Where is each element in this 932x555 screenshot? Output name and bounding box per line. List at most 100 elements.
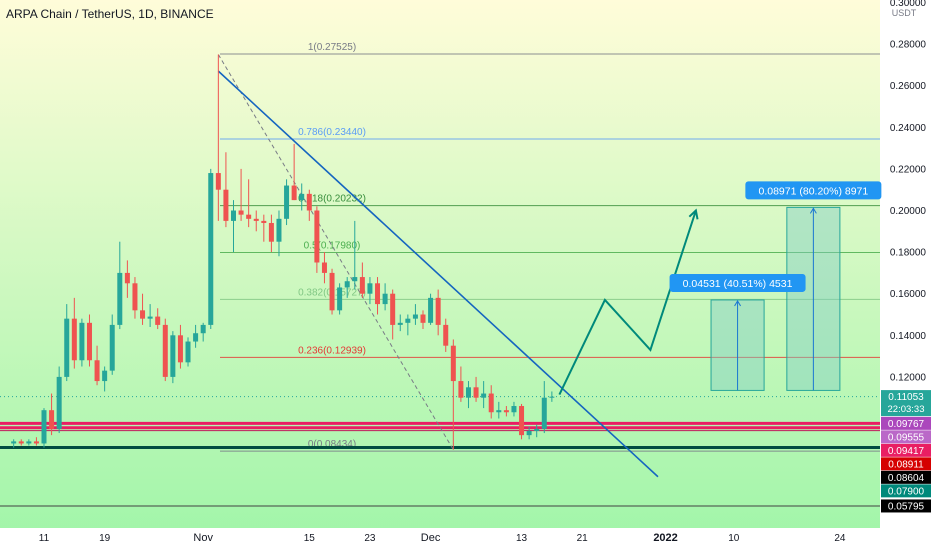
candle-body xyxy=(541,397,547,429)
candles xyxy=(11,54,555,450)
fib-level-label: 1(0.27525) xyxy=(308,42,356,53)
time-tick-label: 19 xyxy=(99,533,111,544)
candle-body xyxy=(321,262,327,273)
price-tick-label: 0.30000 xyxy=(890,0,927,9)
candle-body xyxy=(397,322,403,325)
price-tick-label: 0.18000 xyxy=(890,248,927,259)
candle-body xyxy=(253,218,259,221)
time-tick-label: 13 xyxy=(516,533,528,544)
time-tick-label: 11 xyxy=(39,533,50,544)
candle-body xyxy=(284,185,290,219)
fib-level-label: 0(0.08434) xyxy=(308,439,356,450)
time-axis-background xyxy=(0,528,880,550)
candle-body xyxy=(41,410,47,444)
price-tick-label: 0.26000 xyxy=(890,81,927,92)
candle-body xyxy=(473,387,479,398)
price-label-bg xyxy=(881,484,931,498)
candle-body xyxy=(193,333,199,342)
candle-body xyxy=(549,396,555,398)
price-label: 0.08911 xyxy=(888,459,924,470)
candle-body xyxy=(420,314,426,323)
price-label-bg xyxy=(881,443,931,457)
candle-body xyxy=(86,322,92,361)
measure-label: 0.08971 (80.20%) 8971 xyxy=(758,185,868,197)
price-tick-label: 0.14000 xyxy=(890,331,927,342)
fib-level-label: 0.786(0.23440) xyxy=(298,127,366,138)
candle-body xyxy=(412,314,418,319)
candle-body xyxy=(481,393,487,398)
candle-body xyxy=(64,318,70,377)
price-axis[interactable]: 0.30000 0.28000 0.26000 0.24000 0.22000 0.200… xyxy=(890,0,927,383)
trend-line[interactable] xyxy=(217,70,659,478)
price-label-bg xyxy=(881,430,931,444)
fib-level-label: 0.236(0.12939) xyxy=(298,345,366,356)
measure-arrow-head xyxy=(809,207,817,214)
fib-level-label: 0.5(0.17980) xyxy=(304,241,361,252)
candle-body xyxy=(200,324,206,334)
candle-body xyxy=(344,281,350,288)
time-tick-label: Dec xyxy=(421,532,441,544)
candle-body xyxy=(367,283,373,294)
candle-body xyxy=(503,410,509,413)
candle-body xyxy=(306,193,312,211)
price-tick-label: 0.22000 xyxy=(890,164,927,175)
price-label: 0.09417 xyxy=(888,446,925,457)
candle-body xyxy=(428,297,434,323)
measure-label: 0.04531 (40.51%) 4531 xyxy=(683,278,793,290)
price-label-bg xyxy=(881,416,931,430)
candle-body xyxy=(56,376,62,429)
candle-body xyxy=(177,335,183,363)
candle-body xyxy=(329,272,335,311)
candle-body xyxy=(238,210,244,215)
candle-body xyxy=(124,272,130,284)
candle-body xyxy=(405,318,411,323)
time-axis[interactable]: 11 19 Nov 15 23 Dec 13 21 2022 10 24 xyxy=(0,528,880,550)
candle-body xyxy=(117,272,123,325)
time-tick-label: 10 xyxy=(728,533,740,544)
candle-body xyxy=(246,214,252,219)
fib-level-label: 0.618(0.20232) xyxy=(298,194,366,205)
price-label-bg xyxy=(881,499,931,513)
candle-body xyxy=(382,293,388,305)
candle-body xyxy=(268,222,274,242)
price-label-bg xyxy=(881,457,931,471)
candle-body xyxy=(147,316,153,319)
candle-body xyxy=(132,283,138,311)
candle-body xyxy=(79,322,85,361)
time-tick-label: 2022 xyxy=(653,532,677,544)
candle-body xyxy=(26,441,32,444)
candle-body xyxy=(352,277,358,282)
candle-body xyxy=(526,430,532,436)
price-tick-label: 0.20000 xyxy=(890,206,927,217)
currency-label: USDT xyxy=(892,8,917,18)
candle-body xyxy=(276,218,282,242)
projection-arrow-head xyxy=(688,208,699,220)
candle-body xyxy=(102,370,108,382)
price-label: 0.07900 xyxy=(888,486,925,497)
candle-body xyxy=(170,335,176,377)
price-tick-label: 0.28000 xyxy=(890,40,927,51)
candle-body xyxy=(261,220,267,223)
measure-label-bg xyxy=(745,181,882,200)
candle-body xyxy=(359,277,365,294)
chart-title: ARPA Chain / TetherUS, 1D, BINANCE xyxy=(6,7,214,21)
candle-body xyxy=(185,341,191,363)
candle-body xyxy=(231,210,236,221)
measure-arrow-head xyxy=(734,299,741,307)
candle-body xyxy=(519,406,525,436)
candle-body xyxy=(314,210,320,263)
candle-body xyxy=(496,410,502,413)
candle-body xyxy=(11,441,17,444)
candle-body xyxy=(511,406,517,413)
time-tick-label: 23 xyxy=(364,533,376,544)
price-label-bg xyxy=(881,390,931,417)
candle-body xyxy=(215,173,221,190)
candle-body xyxy=(94,360,100,382)
time-tick-label: 21 xyxy=(577,533,589,544)
candle-body xyxy=(291,185,297,201)
candle-body xyxy=(534,428,540,431)
measure-boxes[interactable] xyxy=(710,206,841,391)
